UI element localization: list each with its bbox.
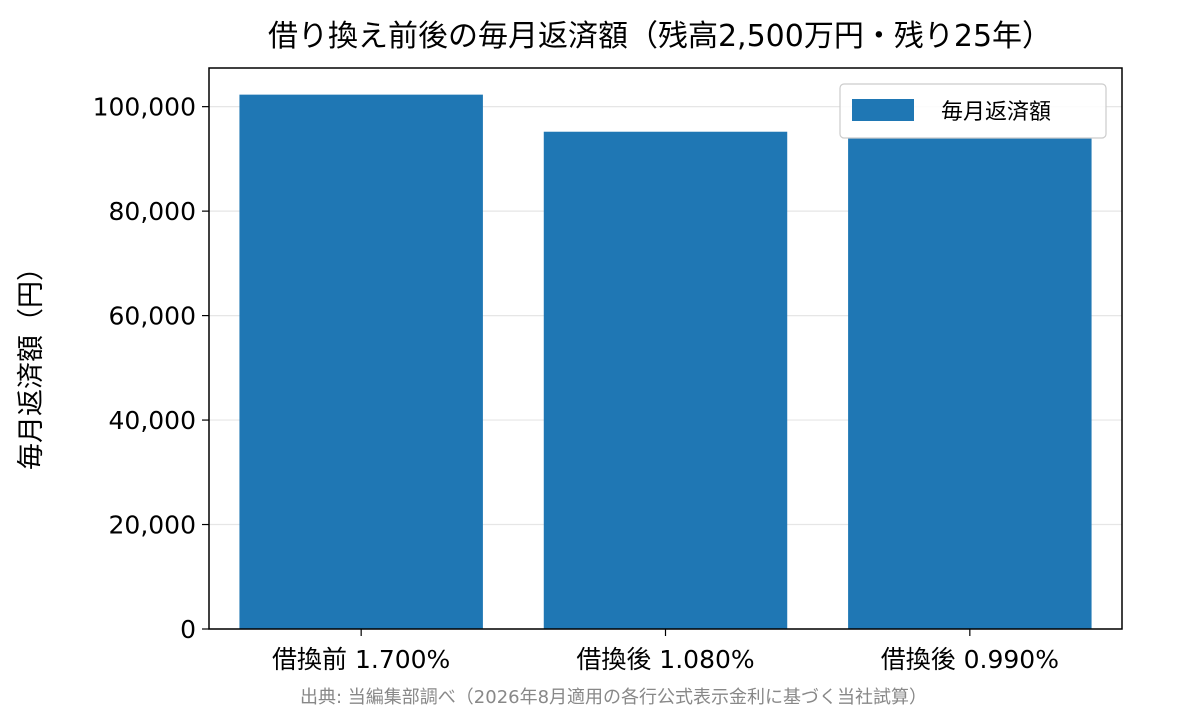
axis-ticks: 0 20,000 40,000 60,000 80,000 100,000 借換前 1.70… bbox=[93, 93, 1059, 674]
legend: 毎月返済額 bbox=[839, 83, 1107, 139]
bar bbox=[543, 131, 788, 629]
x-tick-label: 借換前 1.700% bbox=[272, 645, 450, 674]
y-tick-label: 60,000 bbox=[109, 302, 196, 331]
y-tick-label: 20,000 bbox=[109, 511, 196, 540]
x-tick-label: 借換後 1.080% bbox=[576, 645, 754, 674]
legend-label: 毎月返済額 bbox=[941, 100, 1051, 125]
x-tick-label: 借換後 0.990% bbox=[881, 645, 1059, 674]
plot-frame bbox=[208, 67, 1123, 630]
y-tick-label: 40,000 bbox=[109, 406, 196, 435]
y-axis-label: 毎月返済額（円） bbox=[16, 254, 47, 470]
y-tick-label: 80,000 bbox=[109, 197, 196, 226]
y-tick-label: 0 bbox=[180, 615, 196, 644]
source-note: 出典: 当編集部調べ（2026年8月適用の各行公式表示金利に基づく当社試算） bbox=[300, 687, 928, 708]
legend-swatch bbox=[852, 99, 914, 121]
bar bbox=[239, 94, 483, 630]
legend-box bbox=[839, 83, 1107, 139]
y-tick-label: 100,000 bbox=[93, 93, 196, 122]
chart-title: 借り換え前後の毎月返済額（残高2,500万円・残り25年） bbox=[268, 19, 1052, 54]
bars bbox=[239, 94, 1092, 630]
bar bbox=[848, 137, 1092, 630]
